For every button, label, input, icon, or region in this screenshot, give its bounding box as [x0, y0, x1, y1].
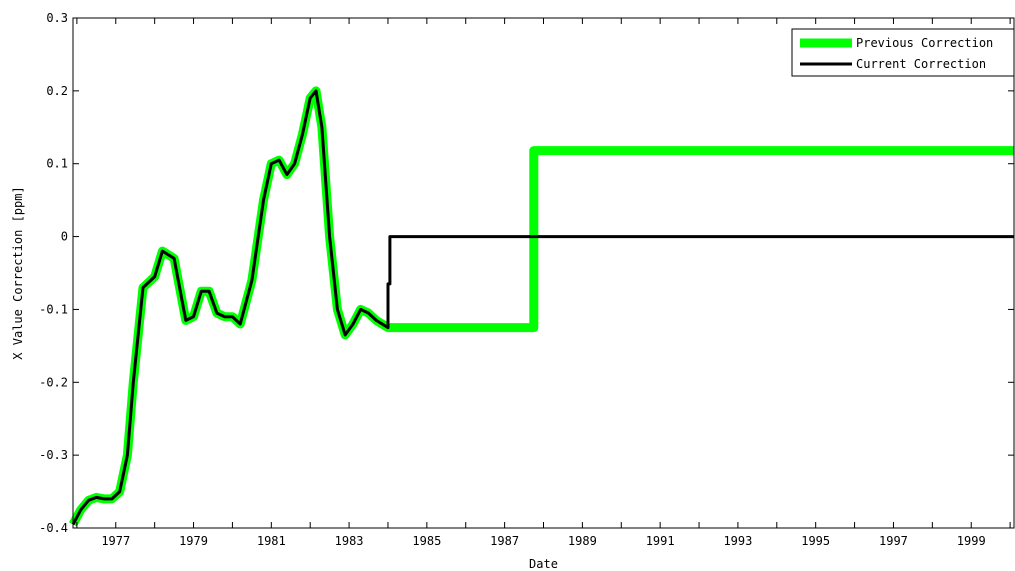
x-tick-label: 1977	[101, 534, 130, 548]
y-tick-label: -0.3	[39, 448, 68, 462]
x-tick-label: 1999	[957, 534, 986, 548]
x-tick-label: 1989	[568, 534, 597, 548]
y-tick-label: -0.2	[39, 375, 68, 389]
legend: Previous Correction Current Correction	[791, 28, 1015, 77]
y-tick-label: 0.3	[46, 11, 68, 25]
x-tick-label: 1985	[412, 534, 441, 548]
series-layer	[69, 86, 1014, 527]
y-tick-label: -0.4	[39, 521, 68, 535]
y-tick-label: 0.1	[46, 157, 68, 171]
y-tick-label: 0	[61, 230, 68, 244]
y-axis-label: X Value Correction [ppm]	[11, 186, 25, 359]
x-tick-label: 1991	[646, 534, 675, 548]
legend-box	[791, 28, 1015, 77]
x-tick-label: 1995	[801, 534, 830, 548]
x-tick-label: 1997	[879, 534, 908, 548]
x-tick-label: 1979	[179, 534, 208, 548]
x-tick-label: 1983	[335, 534, 364, 548]
x-tick-label: 1987	[490, 534, 519, 548]
y-tick-label: 0.2	[46, 84, 68, 98]
series-line-current-correction	[71, 89, 1014, 526]
y-tick-label: -0.1	[39, 302, 68, 316]
plot-area	[73, 18, 1014, 528]
legend-label: Current Correction	[856, 57, 986, 71]
x-tick-label: 1981	[257, 534, 286, 548]
x-tick-label: 1993	[723, 534, 752, 548]
x-axis-label: Date	[529, 557, 558, 571]
legend-label: Previous Correction	[856, 36, 993, 50]
axes-layer: 1977 1979 1981 1983 1985 1987 1989 1991 1993 1995…	[39, 11, 1015, 548]
